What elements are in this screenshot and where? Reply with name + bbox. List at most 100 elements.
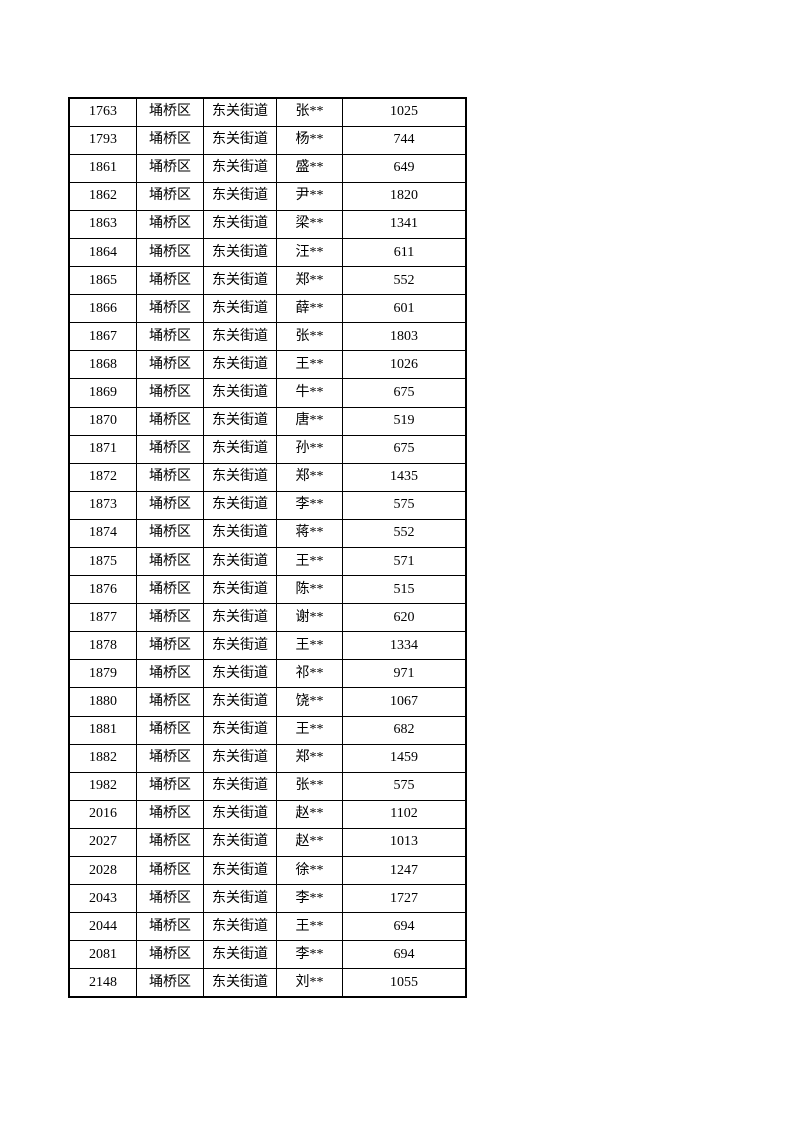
cell-district: 埇桥区 — [136, 490, 204, 520]
cell-value: 649 — [342, 153, 467, 183]
cell-name: 郑** — [276, 266, 343, 296]
cell-value: 1341 — [342, 209, 467, 239]
cell-value: 682 — [342, 715, 467, 745]
cell-district: 埇桥区 — [136, 322, 204, 352]
cell-name: 盛** — [276, 153, 343, 183]
table-row: 1793 埇桥区 东关街道 杨** 744 — [68, 125, 467, 155]
cell-street: 东关街道 — [203, 771, 277, 801]
table-row: 1879 埇桥区 东关街道 祁** 971 — [68, 659, 467, 689]
cell-id: 2028 — [68, 856, 137, 886]
data-table: 1763 埇桥区 东关街道 张** 1025 1793 埇桥区 东关街道 杨** 744 1861 埇… — [68, 97, 467, 998]
cell-value: 1013 — [342, 827, 467, 858]
cell-district: 埇桥区 — [136, 603, 204, 633]
cell-value: 601 — [342, 294, 467, 324]
cell-value: 552 — [342, 266, 467, 296]
cell-id: 2043 — [68, 884, 137, 914]
cell-id: 1861 — [68, 153, 137, 183]
cell-street: 东关街道 — [203, 827, 277, 858]
cell-value: 694 — [342, 912, 467, 942]
table-row: 1863 埇桥区 东关街道 梁** 1341 — [68, 209, 467, 239]
table-row: 1763 埇桥区 东关街道 张** 1025 — [68, 97, 467, 127]
cell-street: 东关街道 — [203, 799, 277, 829]
cell-name: 王** — [276, 350, 343, 380]
cell-id: 1872 — [68, 462, 137, 492]
cell-district: 埇桥区 — [136, 912, 204, 942]
cell-value: 1055 — [342, 968, 467, 998]
cell-id: 1793 — [68, 125, 137, 155]
cell-district: 埇桥区 — [136, 97, 204, 127]
table-row: 1982 埇桥区 东关街道 张** 575 — [68, 771, 467, 801]
cell-name: 孙** — [276, 434, 343, 464]
table-row: 1864 埇桥区 东关街道 汪** 611 — [68, 237, 467, 268]
cell-id: 1865 — [68, 266, 137, 296]
table-row: 1875 埇桥区 东关街道 王** 571 — [68, 546, 467, 577]
cell-id: 1869 — [68, 378, 137, 408]
cell-district: 埇桥区 — [136, 715, 204, 745]
cell-district: 埇桥区 — [136, 406, 204, 436]
cell-value: 1803 — [342, 322, 467, 352]
cell-name: 牛** — [276, 378, 343, 408]
cell-district: 埇桥区 — [136, 940, 204, 970]
cell-name: 谢** — [276, 603, 343, 633]
cell-district: 埇桥区 — [136, 827, 204, 858]
cell-district: 埇桥区 — [136, 743, 204, 773]
cell-district: 埇桥区 — [136, 687, 204, 717]
table-row: 1865 埇桥区 东关街道 郑** 552 — [68, 266, 467, 296]
table-row: 1881 埇桥区 东关街道 王** 682 — [68, 715, 467, 745]
table-row: 1869 埇桥区 东关街道 牛** 675 — [68, 378, 467, 408]
cell-value: 575 — [342, 771, 467, 801]
table-row: 1862 埇桥区 东关街道 尹** 1820 — [68, 181, 467, 211]
cell-name: 梁** — [276, 209, 343, 239]
cell-street: 东关街道 — [203, 266, 277, 296]
cell-street: 东关街道 — [203, 659, 277, 689]
cell-id: 1875 — [68, 546, 137, 577]
cell-id: 1863 — [68, 209, 137, 239]
cell-value: 971 — [342, 659, 467, 689]
cell-street: 东关街道 — [203, 490, 277, 520]
cell-street: 东关街道 — [203, 856, 277, 886]
cell-street: 东关街道 — [203, 181, 277, 211]
cell-value: 575 — [342, 490, 467, 520]
cell-street: 东关街道 — [203, 97, 277, 127]
cell-street: 东关街道 — [203, 884, 277, 914]
cell-value: 694 — [342, 940, 467, 970]
cell-value: 1334 — [342, 631, 467, 661]
table-row: 1867 埇桥区 东关街道 张** 1803 — [68, 322, 467, 352]
cell-id: 1877 — [68, 603, 137, 633]
cell-value: 1026 — [342, 350, 467, 380]
cell-value: 675 — [342, 434, 467, 464]
cell-district: 埇桥区 — [136, 462, 204, 492]
cell-value: 744 — [342, 125, 467, 155]
cell-name: 王** — [276, 631, 343, 661]
cell-street: 东关街道 — [203, 237, 277, 268]
cell-name: 李** — [276, 940, 343, 970]
cell-name: 蒋** — [276, 518, 343, 549]
cell-value: 1025 — [342, 97, 467, 127]
cell-value: 1067 — [342, 687, 467, 717]
cell-name: 张** — [276, 771, 343, 801]
cell-name: 李** — [276, 884, 343, 914]
cell-name: 唐** — [276, 406, 343, 436]
cell-id: 1867 — [68, 322, 137, 352]
cell-value: 1727 — [342, 884, 467, 914]
cell-id: 2148 — [68, 968, 137, 998]
cell-id: 1876 — [68, 575, 137, 605]
cell-district: 埇桥区 — [136, 378, 204, 408]
table-row: 2148 埇桥区 东关街道 刘** 1055 — [68, 968, 467, 998]
cell-id: 1880 — [68, 687, 137, 717]
cell-id: 2016 — [68, 799, 137, 829]
cell-district: 埇桥区 — [136, 153, 204, 183]
cell-name: 王** — [276, 912, 343, 942]
cell-name: 郑** — [276, 462, 343, 492]
cell-id: 1881 — [68, 715, 137, 745]
cell-name: 汪** — [276, 237, 343, 268]
cell-value: 620 — [342, 603, 467, 633]
table-row: 1868 埇桥区 东关街道 王** 1026 — [68, 350, 467, 380]
cell-district: 埇桥区 — [136, 884, 204, 914]
cell-street: 东关街道 — [203, 631, 277, 661]
cell-street: 东关街道 — [203, 406, 277, 436]
cell-id: 2044 — [68, 912, 137, 942]
table-row: 2016 埇桥区 东关街道 赵** 1102 — [68, 799, 467, 829]
cell-street: 东关街道 — [203, 912, 277, 942]
